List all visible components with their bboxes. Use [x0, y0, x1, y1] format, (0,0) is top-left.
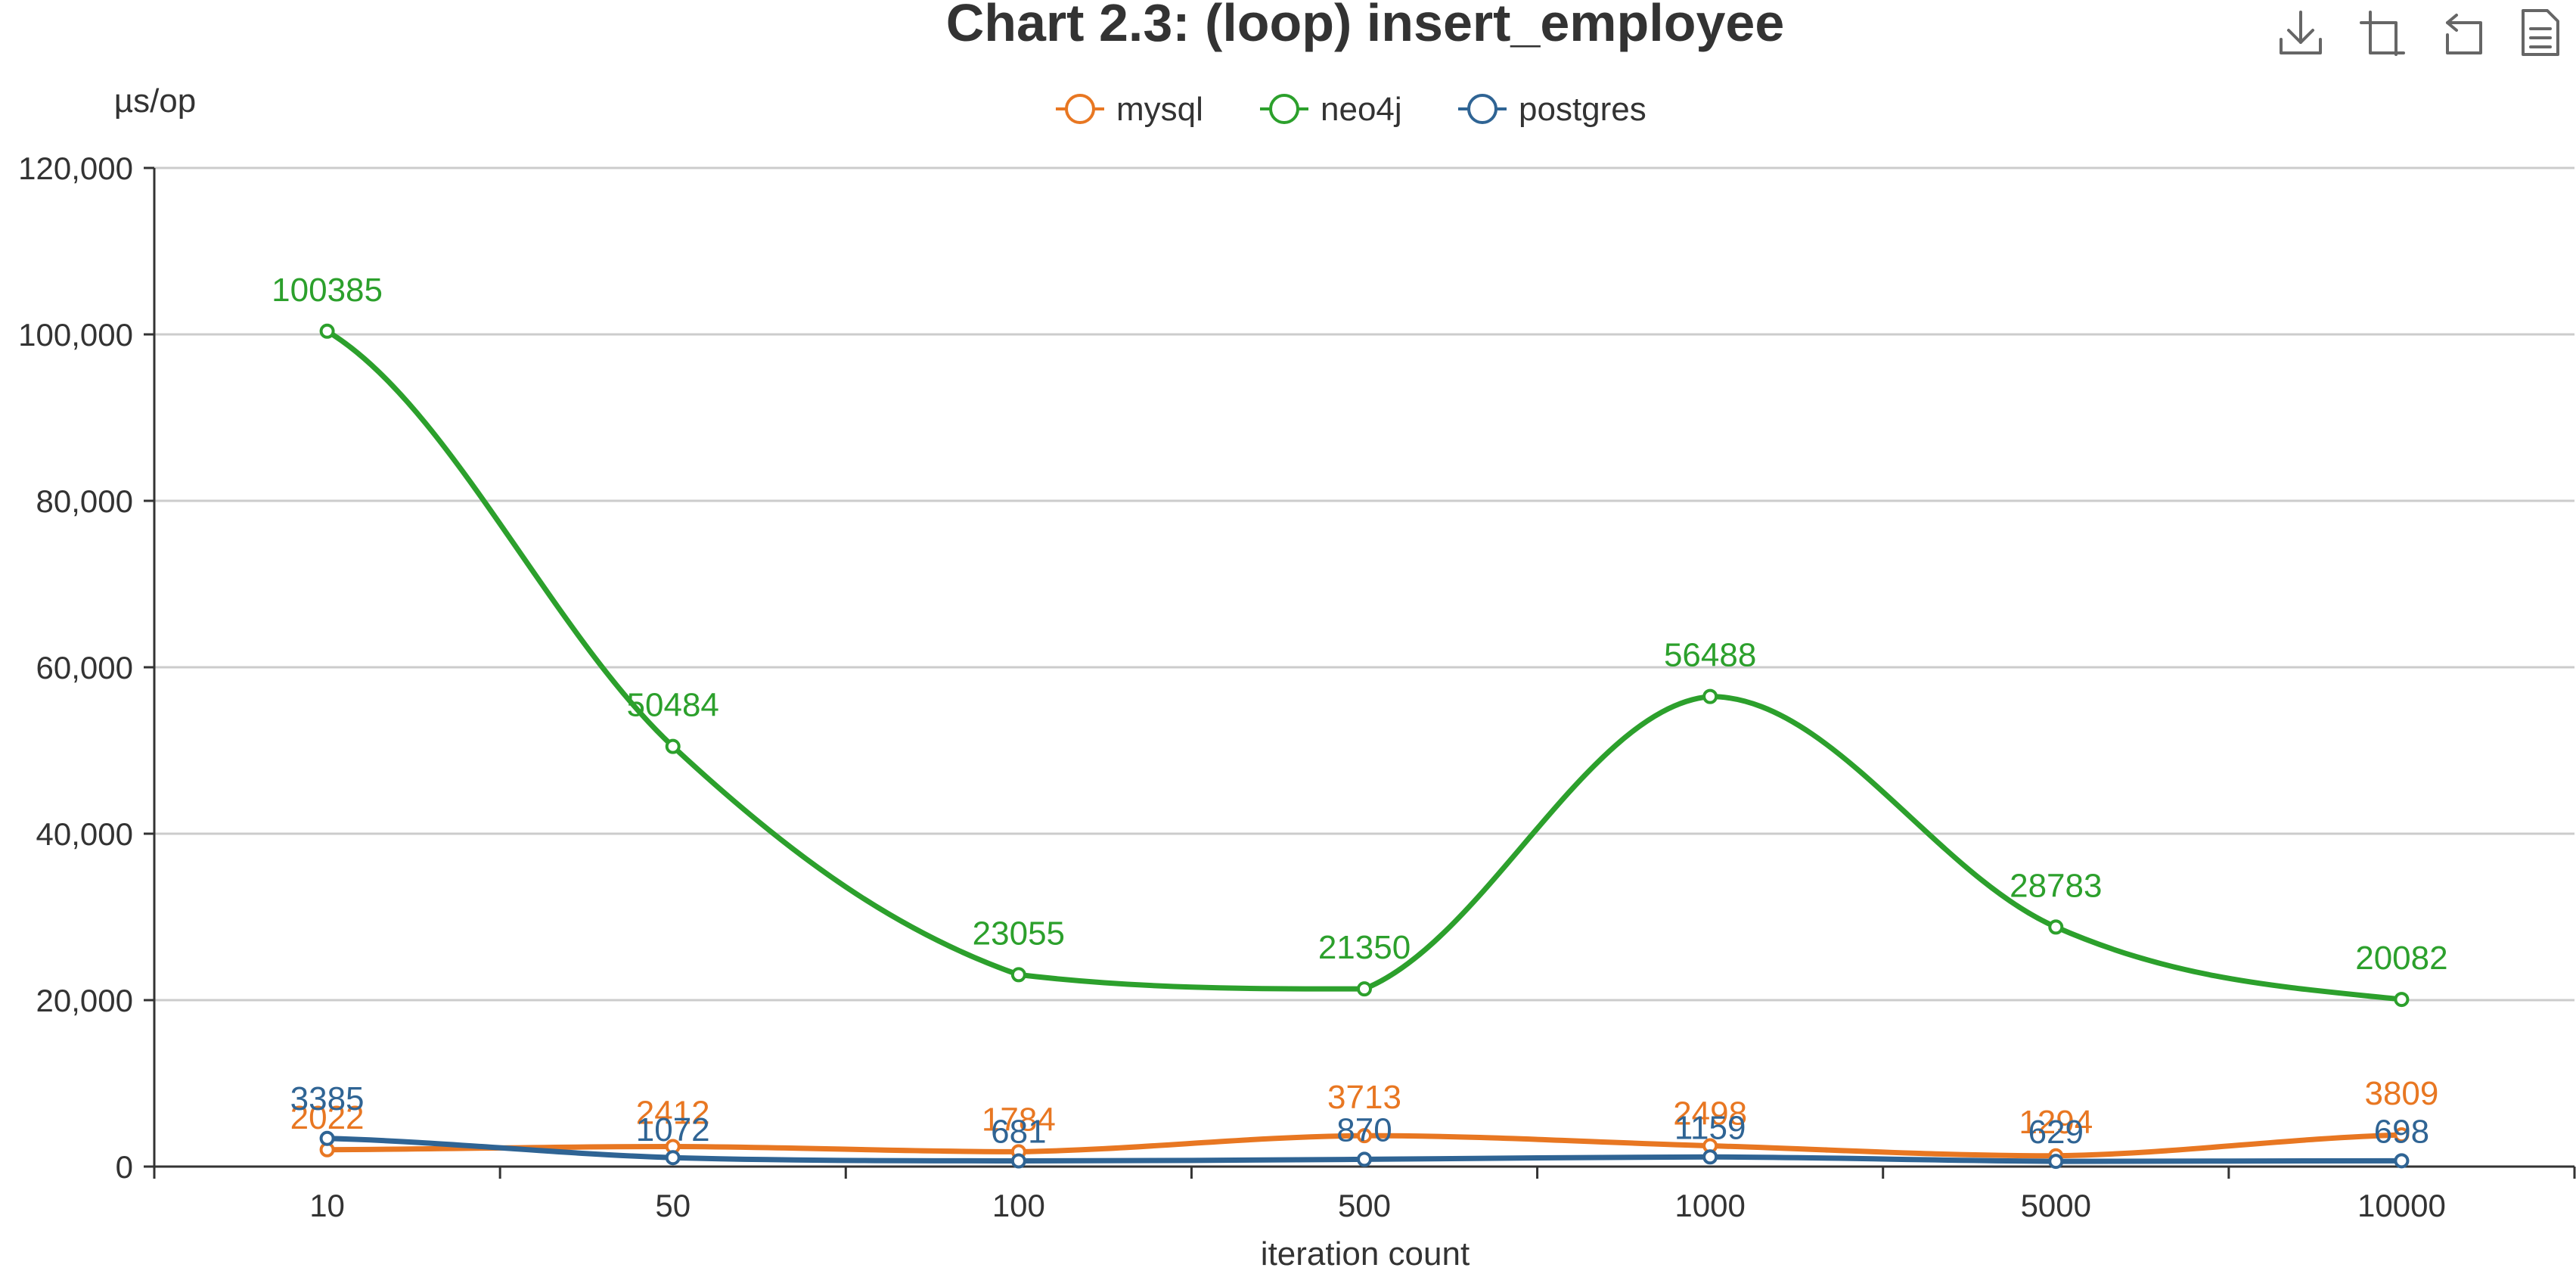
x-tick-label: 500 — [1338, 1188, 1391, 1223]
data-label-neo4j: 20082 — [2355, 940, 2447, 977]
y-tick-label: 0 — [116, 1149, 133, 1185]
data-point-neo4j[interactable] — [319, 323, 335, 339]
chart-legend: mysql neo4j postgres — [1056, 91, 1646, 128]
data-point-postgres[interactable] — [2048, 1154, 2064, 1170]
y-tick-label: 80,000 — [36, 483, 133, 519]
legend-item-mysql[interactable]: mysql — [1056, 91, 1203, 128]
legend-label: postgres — [1519, 91, 1646, 128]
data-point-neo4j[interactable] — [2048, 919, 2064, 935]
data-label-postgres: 681 — [991, 1114, 1046, 1151]
data-point-postgres[interactable] — [2394, 1153, 2410, 1169]
x-axis: 10 50 100 500 1000 5000 10000 — [153, 1165, 2576, 1223]
data-label-neo4j: 100385 — [272, 272, 383, 309]
data-label-postgres: 698 — [2374, 1113, 2429, 1150]
data-label-neo4j: 23055 — [973, 915, 1065, 952]
data-label-postgres: 629 — [2028, 1114, 2084, 1151]
data-label-mysql: 3809 — [2364, 1075, 2438, 1112]
data-label-mysql: 2498 — [1673, 1095, 1747, 1133]
legend-marker — [1467, 94, 1497, 124]
zoom-reset-icon[interactable] — [2441, 9, 2487, 54]
data-label-postgres: 1072 — [636, 1111, 710, 1148]
x-tick-label: 10 — [309, 1188, 345, 1223]
data-point-mysql[interactable] — [1357, 1128, 1372, 1144]
data-label-mysql: 2022 — [290, 1099, 365, 1136]
data-zoom-icon[interactable] — [2360, 9, 2405, 56]
data-label-postgres: 1159 — [1674, 1109, 1746, 1146]
data-label-mysql: 3713 — [1327, 1079, 1401, 1116]
legend-item-postgres[interactable]: postgres — [1458, 91, 1646, 128]
legend-marker — [1269, 94, 1299, 124]
series-lines — [325, 328, 2402, 1164]
data-point-postgres[interactable] — [665, 1150, 681, 1166]
x-axis-title: iteration count — [1261, 1235, 1470, 1272]
legend-label: neo4j — [1321, 91, 1402, 128]
x-tick-label: 10000 — [2357, 1188, 2446, 1223]
data-point-postgres[interactable] — [1357, 1151, 1372, 1167]
legend-label: mysql — [1116, 91, 1203, 128]
chart-toolbox — [2278, 9, 2564, 56]
y-tick-label: 100,000 — [18, 317, 133, 353]
data-point-mysql[interactable] — [2394, 1127, 2410, 1143]
y-tick-label: 40,000 — [36, 816, 133, 852]
data-label-neo4j: 28783 — [2010, 867, 2102, 904]
y-tick-label: 120,000 — [18, 151, 133, 186]
data-label-neo4j: 56488 — [1664, 637, 1756, 674]
data-point-neo4j[interactable] — [665, 738, 681, 754]
series-points — [319, 323, 2410, 1170]
data-point-postgres[interactable] — [1702, 1149, 1718, 1165]
legend-marker — [1065, 94, 1095, 124]
data-label-postgres: 3385 — [290, 1080, 365, 1117]
data-point-neo4j[interactable] — [1702, 688, 1718, 704]
y-axis: 0 20,000 40,000 60,000 80,000 100,000 120,000 — [18, 151, 156, 1185]
y-tick-label: 60,000 — [36, 650, 133, 685]
data-label-neo4j: 50484 — [627, 687, 719, 724]
data-labels: 2022 2412 1784 3713 2498 1294 3809 100385 50484 2… — [272, 272, 2447, 1151]
y-tick-label: 20,000 — [36, 983, 133, 1018]
data-point-neo4j[interactable] — [2394, 992, 2410, 1008]
x-tick-label: 100 — [992, 1188, 1045, 1223]
chart-title: Chart 2.3: (loop) insert_employee — [946, 0, 1785, 52]
chart-grid — [154, 166, 2574, 1002]
x-tick-label: 50 — [655, 1188, 691, 1223]
data-label-neo4j: 21350 — [1318, 929, 1411, 966]
data-label-mysql: 1294 — [2019, 1104, 2093, 1141]
data-point-neo4j[interactable] — [1010, 967, 1026, 983]
x-tick-label: 5000 — [2021, 1188, 2091, 1223]
data-label-postgres: 870 — [1336, 1111, 1392, 1148]
y-axis-title: µs/op — [114, 82, 197, 120]
download-icon[interactable] — [2278, 9, 2323, 54]
data-point-neo4j[interactable] — [1357, 981, 1372, 997]
data-label-mysql: 1784 — [982, 1101, 1056, 1138]
data-point-postgres[interactable] — [1010, 1153, 1026, 1169]
x-tick-label: 1000 — [1674, 1188, 1745, 1223]
data-label-mysql: 2412 — [636, 1094, 710, 1131]
data-view-icon[interactable] — [2519, 9, 2564, 56]
data-point-postgres[interactable] — [319, 1130, 335, 1146]
legend-item-neo4j[interactable]: neo4j — [1260, 91, 1402, 128]
